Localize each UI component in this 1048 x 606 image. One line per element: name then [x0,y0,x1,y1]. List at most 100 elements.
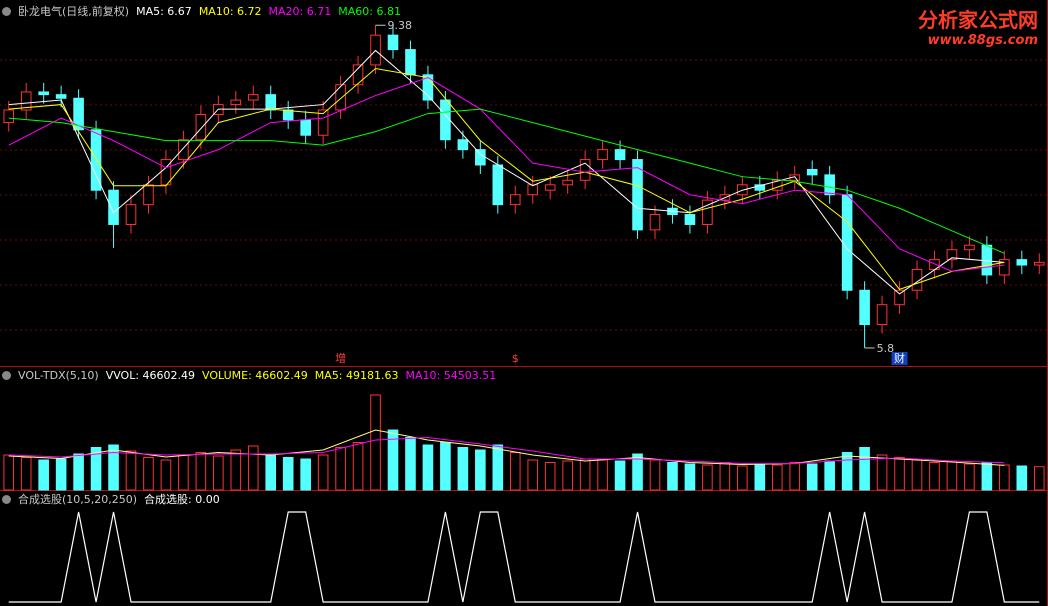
volume-bar [3,454,15,491]
volume-bar [597,459,608,491]
volume-bar [806,463,818,491]
volume-bar [352,442,364,491]
volume-bar [981,462,993,491]
candle-body [509,194,521,206]
volume-bar [999,464,1010,491]
volume-bar [73,453,84,491]
volume-bar [632,453,643,491]
header-text: MA5: 49181.63 [314,369,399,382]
volume-bar [422,444,434,491]
max-price-label: 9.38 [388,19,413,32]
volume-bar [300,458,311,491]
candle-body [195,113,207,141]
candle-body [265,94,277,111]
candle-body [387,34,399,51]
volume-bar [405,437,416,491]
candle-body [73,97,84,131]
volume-bar [195,452,207,491]
menu-dot[interactable] [2,371,11,380]
volume-bar [841,452,853,491]
candle-body [597,149,608,161]
volume-bar [562,460,573,491]
volume-bar [824,460,835,491]
candle-body [999,259,1010,276]
header-text: MA20: 6.71 [268,4,332,18]
volume-bar [282,457,294,491]
candle-body [422,74,434,101]
candle-body [876,304,888,326]
volume-bar [265,454,277,491]
candle-body [859,289,870,326]
volume-bar [160,459,172,491]
ma-line [8,76,1005,272]
volume-bar [859,447,870,491]
volume-bar [719,462,731,491]
candle-body [1033,261,1045,266]
volume-ma-line [8,436,1005,464]
candle-body [492,164,504,206]
header-text: MA60: 6.81 [338,4,401,18]
menu-dot[interactable] [2,494,11,504]
volume-header: VOL-TDX(5,10) VVOL: 46602.49 VOLUME: 46602… [2,369,496,382]
volume-bar [754,463,766,491]
volume-bar [649,459,661,491]
candle-body [178,139,189,161]
volume-bar [387,429,399,491]
header-text: MA10: 54503.51 [405,369,497,382]
event-label: $ [512,352,519,365]
event-label: 财 [894,351,905,365]
candle-body [108,189,119,225]
volume-bar [1033,466,1045,491]
volume-bar [213,455,224,491]
volume-bar [38,459,49,491]
volume-bar [929,462,940,491]
watermark-title: 分析家公式网 [918,8,1038,32]
candle-body [143,184,154,206]
volume-bar [143,457,154,491]
volume-bar [579,458,591,491]
price-header: 卧龙电气(日线,前复权) MA5: 6.67 MA10: 6.72 MA20: 6.7… [2,3,401,19]
candle-body [544,184,556,191]
header-text: VOL-TDX(5,10) [18,369,99,382]
volume-bar [247,445,259,491]
candle-body [230,99,242,106]
candle-body [702,199,713,225]
volume-bar [509,452,521,491]
header-text: 合成选股(10,5,20,250) [18,493,138,506]
volume-bar [544,462,556,491]
volume-bar [894,457,905,491]
candle-body [405,49,416,76]
volume-bar [964,463,975,491]
candle-body [90,129,102,191]
volume-bar [702,464,713,491]
menu-dot[interactable] [2,6,11,16]
volume-bar [440,442,451,491]
candle-body [684,214,696,225]
signal-header: 合成选股(10,5,20,250) 合成选股: 0.00 [2,491,220,507]
candle-body [125,204,137,225]
event-label: 增 [335,351,346,365]
volume-bar [614,460,626,491]
volume-bar [230,449,242,491]
header-text: 合成选股: 0.00 [144,493,220,506]
candle-body [457,139,469,151]
candle-body [946,249,958,261]
volume-bar [946,460,958,491]
candle-body [247,94,259,101]
candle-body [579,159,591,181]
candle-body [964,244,975,251]
candle-body [20,91,32,111]
event-box [891,352,908,365]
candle-body [300,119,311,136]
candle-body [1016,259,1028,266]
volume-bar [737,465,748,491]
candle-body [614,149,626,161]
header-text: 卧龙电气(日线,前复权) [18,5,130,18]
volume-bar [335,447,346,491]
volume-bar [370,394,381,491]
volume-bar [527,459,539,491]
candle-body [841,194,853,291]
candle-body [440,99,451,141]
volume-bar [1016,465,1028,491]
